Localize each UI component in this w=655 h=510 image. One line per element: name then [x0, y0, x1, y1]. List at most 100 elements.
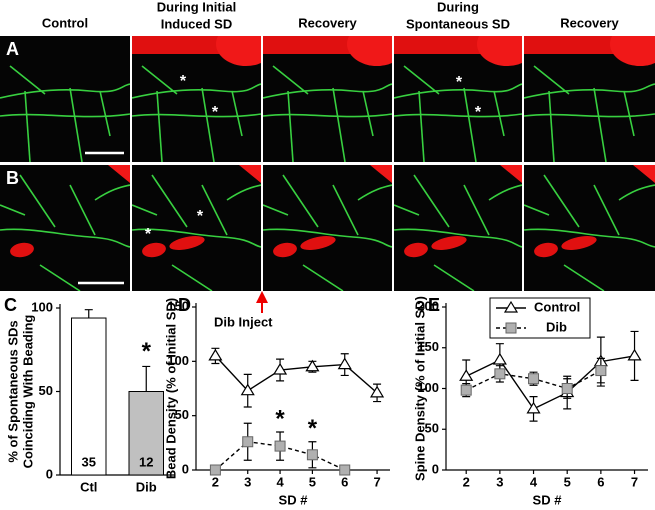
red-cell	[300, 236, 336, 250]
x-tick-label: 4	[530, 474, 538, 489]
point	[337, 357, 352, 370]
image-panel	[0, 165, 130, 291]
image-asterisk: *	[197, 208, 204, 225]
point	[209, 464, 221, 476]
red-blob	[216, 36, 261, 66]
red-blob	[477, 36, 522, 66]
bar	[71, 317, 107, 476]
dendrite	[0, 83, 130, 99]
point	[240, 383, 255, 396]
dendrite	[533, 65, 570, 95]
x-tick-label: 3	[496, 474, 503, 489]
image-panel	[132, 36, 261, 162]
red-cell	[142, 242, 166, 258]
column-header: During Initial	[157, 0, 236, 14]
dendrite	[563, 264, 605, 291]
point	[242, 436, 254, 448]
y-axis-label: Bead Density (% of Initial SD)	[163, 298, 178, 479]
dendrite	[263, 228, 392, 248]
image-panel	[524, 36, 655, 162]
red-cell	[561, 236, 597, 250]
x-tick-label: 2	[212, 474, 219, 489]
dendrite	[151, 174, 188, 228]
n-label: 12	[139, 454, 153, 469]
point	[528, 373, 540, 385]
red-cell	[169, 236, 205, 250]
y-tick-label: 100	[167, 353, 189, 368]
dendrite	[394, 228, 522, 248]
dendrite	[9, 65, 46, 95]
point	[208, 348, 223, 361]
red-cell	[10, 242, 34, 258]
dendrite	[171, 264, 213, 291]
image-panel	[263, 165, 392, 291]
dendrite	[263, 204, 289, 216]
x-tick-label: 3	[244, 474, 251, 489]
point	[505, 322, 517, 334]
dendrite	[94, 184, 130, 201]
column-header: Spontaneous SD	[406, 16, 510, 31]
dendrite	[0, 113, 130, 118]
image	[524, 36, 655, 162]
dendrite	[413, 174, 450, 228]
y-tick-label: 0	[432, 461, 439, 476]
image	[263, 165, 392, 291]
red-corner	[108, 165, 130, 183]
image-asterisk: *	[212, 104, 219, 121]
column-header: During	[437, 0, 479, 14]
dendrite	[623, 90, 635, 137]
dendrite	[282, 174, 319, 228]
dendrite	[524, 83, 655, 99]
dendrite	[201, 184, 228, 236]
x-tick-label: 6	[597, 474, 604, 489]
dendrite	[226, 184, 261, 201]
image	[0, 165, 130, 291]
x-axis-label: SD #	[279, 492, 309, 507]
image	[394, 165, 522, 291]
series-line	[214, 441, 346, 471]
legend-label: Control	[534, 299, 580, 314]
column-header: Recovery	[298, 15, 357, 30]
panel-label: A	[6, 39, 19, 59]
series-line	[214, 355, 378, 394]
image-panel	[524, 165, 655, 291]
dendrite	[394, 83, 522, 99]
red-corner	[370, 165, 392, 183]
dendrite	[231, 90, 243, 137]
column-header: Control	[42, 15, 88, 30]
x-axis-label: SD #	[533, 492, 563, 507]
y-tick-label: 150	[417, 339, 439, 354]
dendrite	[132, 83, 261, 99]
point	[526, 401, 541, 414]
y-tick-label: 0	[182, 461, 189, 476]
y-axis-label: Spine Density (% of Initial SD)	[412, 296, 427, 481]
red-corner	[633, 165, 655, 183]
dendrite	[272, 65, 309, 95]
y-tick-label: 50	[425, 421, 439, 436]
dendrite	[132, 113, 261, 118]
image-asterisk: *	[180, 73, 187, 90]
legend-label: Dib	[546, 319, 567, 334]
image-panel	[132, 165, 261, 291]
dendrite	[24, 90, 31, 162]
x-tick-label: 6	[341, 474, 348, 489]
image	[0, 36, 130, 162]
point	[273, 362, 288, 375]
point	[274, 440, 286, 452]
point	[339, 464, 351, 476]
dendrite	[433, 264, 475, 291]
image-asterisk: *	[456, 74, 463, 91]
dendrite	[524, 204, 550, 216]
y-tick-label: 100	[417, 380, 439, 395]
red-cell	[273, 242, 297, 258]
image-bg	[394, 165, 522, 291]
point	[494, 368, 506, 380]
y-tick-label: 50	[175, 407, 189, 422]
image-panel	[394, 36, 522, 162]
dendrite	[362, 90, 374, 137]
panel-label: C	[4, 295, 17, 315]
y-tick-label: 50	[39, 383, 53, 398]
point	[492, 352, 507, 365]
